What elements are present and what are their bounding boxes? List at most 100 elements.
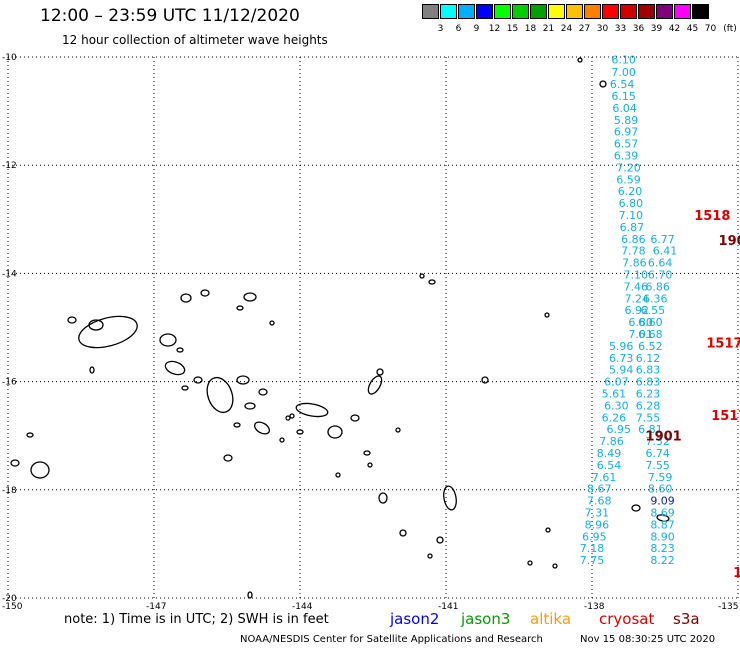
island-outline [244,402,256,410]
island-outline [527,560,533,566]
legend-label: 12 [488,24,501,34]
lon-tick-label: -147 [146,602,166,612]
island-outline [295,402,329,418]
footer-timestamp: Nov 15 08:30:25 UTC 2020 [580,634,716,645]
island-outline [236,375,250,385]
wave-height-value: 6.57 [614,138,639,151]
legend-label: 27 [578,24,591,34]
island-outline [223,454,233,462]
legend-label: 21 [542,24,555,34]
wave-height-value: 7.18 [580,542,605,555]
legend-swatch-70 [692,4,709,19]
legend-label: 6 [455,24,462,34]
wave-height-value: 6.12 [636,352,661,365]
wave-height-value: 6.07 [604,376,629,389]
wave-height-value: 6.52 [638,340,663,353]
legend-label: 45 [686,24,699,34]
pass-time-label: 1517 [711,409,740,424]
island-outline [631,504,641,512]
wave-height-value: 6.80 [619,197,644,210]
lon-tick-label: -141 [438,602,458,612]
wave-height-value: 7.59 [648,471,673,484]
island-outline [78,315,138,349]
island-outline [289,413,295,419]
satellite-altika: altika [530,610,572,628]
wave-height-value: 8.60 [648,483,673,496]
wave-height-value: 7.10 [624,268,649,281]
island-outline [88,319,104,331]
island-outline [367,375,383,395]
wave-height-value: 6.68 [638,328,663,341]
island-outline [376,368,384,376]
wave-height-value: 6.87 [620,221,645,234]
satellite-jason2: jason2 [390,610,440,628]
pass-time-label: 1900 [719,234,740,249]
wave-height-value: 7.20 [616,161,641,174]
legend-swatch-36 [620,4,637,19]
legend-label: 18 [524,24,537,34]
island-outline [428,279,436,285]
wave-height-value: 6.64 [648,257,673,270]
wave-height-value: 6.77 [650,233,675,246]
legend-label: 70 [704,24,717,34]
legend-label: 24 [560,24,573,34]
island-outline [552,563,558,569]
wave-height-value: 6.55 [641,304,666,317]
lat-tick-label: -10 [2,53,17,63]
wave-height-value: 8.87 [650,518,675,531]
island-outline [419,273,425,279]
lon-tick-label: -135 [718,602,738,612]
island-outline [30,461,50,479]
legend-swatch-27 [566,4,583,19]
wave-height-value: 6.83 [636,376,661,389]
satellite-cryosat: cryosat [599,610,655,628]
wave-height-value: 5.96 [609,340,634,353]
wave-height-value: 7.46 [624,280,649,293]
wave-height-value: 7.61 [592,471,617,484]
lat-tick-label: -16 [2,378,17,388]
wave-height-value: 6.36 [643,292,668,305]
pass-time-label: 1516 [733,566,740,581]
island-outline [296,429,304,435]
wave-height-value: 7.75 [580,554,605,567]
legend-swatch-45 [674,4,691,19]
island-outline [176,347,184,353]
island-outline [233,422,241,428]
wave-height-value: 7.01 [628,328,653,341]
legend-unit: (ft) [723,24,737,34]
legend-label: 36 [632,24,645,34]
island-outline [89,366,95,374]
legend-swatch-21 [530,4,547,19]
wave-height-value: 6.86 [621,233,646,246]
wave-height-value: 6.70 [648,268,673,281]
island-outline [436,536,444,544]
note-text: note: 1) Time is in UTC; 2) SWH is in fe… [64,612,329,627]
pass-time-label: 1901 [646,430,682,445]
legend-swatch-6 [440,4,457,19]
wave-height-value: 6.28 [636,399,661,412]
island-outline [180,293,192,303]
wave-height-value: 6.15 [611,90,636,103]
lon-tick-label: -138 [584,602,605,612]
legend-swatch-24 [548,4,565,19]
legend-swatch-15 [494,4,511,19]
lon-tick-label: -144 [292,602,313,612]
wave-height-value: 6.39 [614,149,639,162]
legend-swatch-3 [422,4,439,19]
wave-height-value: 8.22 [650,554,675,567]
map-subtitle: 12 hour collection of altimeter wave hei… [62,33,328,47]
wave-height-value: 6.97 [614,126,639,139]
island-outline [164,360,186,376]
legend-swatch-12 [476,4,493,19]
wave-height-value: 6.10 [611,54,636,67]
wave-height-value: 6.30 [604,399,629,412]
island-outline [253,421,271,435]
wave-height-value: 7.86 [599,435,624,448]
island-outline [544,312,550,318]
island-outline [181,385,189,391]
island-outline [335,472,341,478]
wave-height-value: 9.09 [650,495,675,508]
legend-label: 3 [437,24,444,34]
island-outline [327,425,343,439]
wave-height-value: 7.24 [625,292,650,305]
